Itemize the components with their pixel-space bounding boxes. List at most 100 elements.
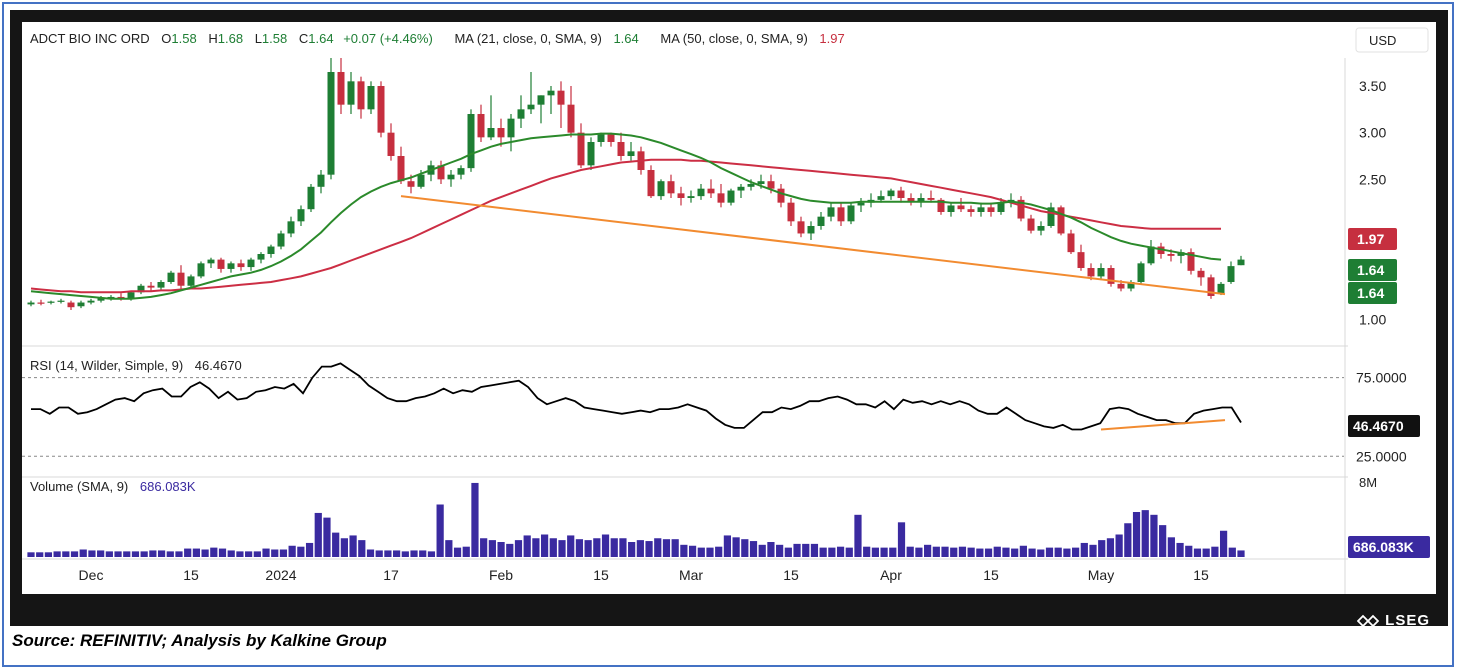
candle-body bbox=[507, 118, 515, 138]
time-tick-label: Apr bbox=[880, 567, 902, 583]
candle bbox=[357, 76, 365, 119]
candle bbox=[197, 261, 205, 279]
volume-bar bbox=[941, 546, 949, 557]
candle-body bbox=[527, 104, 535, 110]
candle bbox=[1237, 255, 1245, 266]
volume-bar bbox=[271, 549, 279, 557]
price-pane[interactable] bbox=[27, 58, 1245, 310]
candle-body bbox=[397, 156, 405, 182]
volume-bar bbox=[915, 547, 923, 557]
candle-body bbox=[547, 90, 555, 96]
volume-bar bbox=[471, 482, 479, 557]
candle bbox=[167, 270, 175, 284]
time-tick-label: 2024 bbox=[265, 567, 296, 583]
candle-body bbox=[47, 301, 55, 303]
volume-bar bbox=[210, 547, 218, 557]
currency-button[interactable] bbox=[1355, 27, 1429, 53]
legend-close-label: C bbox=[299, 31, 308, 46]
legend-low-value: 1.58 bbox=[262, 31, 287, 46]
candle bbox=[687, 190, 695, 203]
volume-bar bbox=[1089, 544, 1097, 557]
candle-body bbox=[127, 292, 135, 299]
grid-layer bbox=[22, 58, 1348, 594]
candle bbox=[667, 174, 675, 198]
ma21-line bbox=[30, 132, 1222, 300]
volume-bar bbox=[184, 548, 192, 557]
candle-body bbox=[1087, 268, 1095, 277]
candle-body bbox=[1187, 252, 1195, 271]
candle-body bbox=[587, 142, 595, 166]
candle bbox=[737, 184, 745, 198]
volume-bar bbox=[1080, 542, 1088, 557]
volume-bar bbox=[288, 545, 296, 557]
volume-bar bbox=[810, 543, 819, 557]
volume-bar bbox=[427, 551, 436, 557]
volume-bar bbox=[1019, 545, 1027, 557]
candle-body bbox=[1207, 277, 1215, 296]
volume-bar bbox=[863, 546, 871, 557]
candle-body bbox=[1227, 266, 1235, 282]
volume-bar bbox=[828, 547, 836, 557]
lseg-brand: LSEG bbox=[1357, 612, 1430, 629]
candle-body bbox=[967, 209, 975, 212]
candle-body bbox=[747, 184, 755, 187]
candle-body bbox=[947, 205, 955, 212]
candle-body bbox=[247, 259, 255, 268]
volume-bar bbox=[1054, 547, 1062, 557]
legend-symbol: ADCT BIO INC ORD bbox=[30, 31, 150, 46]
chart-area[interactable]: ADCT BIO INC ORD O1.58 H1.68 L1.58 C1.64… bbox=[22, 22, 1436, 594]
candle-body bbox=[787, 202, 795, 222]
volume-bar bbox=[1228, 547, 1236, 557]
candle-body bbox=[1217, 283, 1225, 294]
volume-bar bbox=[305, 542, 314, 557]
candle-body bbox=[37, 302, 45, 304]
volume-bar bbox=[784, 547, 792, 557]
candle-body bbox=[137, 285, 145, 293]
candle bbox=[507, 114, 515, 152]
candle-body bbox=[1117, 283, 1125, 289]
candle-body bbox=[287, 221, 295, 234]
axis-layer: 1.00 2.50 3.00 3.50 25.0000 75.0000 8M Dec 15 202… bbox=[79, 78, 1407, 583]
time-tick-label: 15 bbox=[593, 567, 609, 583]
candle-body bbox=[1237, 259, 1245, 266]
volume-bar bbox=[1011, 548, 1019, 557]
candle-body bbox=[297, 209, 305, 222]
volume-bar bbox=[514, 540, 523, 557]
candle-body bbox=[357, 81, 365, 110]
rsi-pane[interactable] bbox=[31, 362, 1242, 431]
candle bbox=[907, 193, 915, 206]
volume-bar bbox=[453, 547, 462, 557]
candle bbox=[457, 165, 465, 180]
price-tick-label: 1.00 bbox=[1359, 311, 1386, 327]
candle-body bbox=[1097, 268, 1105, 277]
candle-body bbox=[687, 196, 695, 198]
volume-bar bbox=[218, 548, 227, 557]
volume-tick-label: 8M bbox=[1359, 475, 1377, 490]
volume-bar bbox=[1132, 512, 1141, 557]
candle-body bbox=[807, 226, 815, 234]
chart-svg[interactable]: ADCT BIO INC ORD O1.58 H1.68 L1.58 C1.64… bbox=[22, 22, 1436, 594]
candle-body bbox=[1027, 218, 1035, 231]
volume-bar bbox=[53, 551, 61, 557]
volume-bar bbox=[793, 543, 801, 557]
volume-bar bbox=[340, 538, 348, 557]
candle bbox=[947, 202, 955, 217]
volume-bar bbox=[671, 539, 679, 557]
time-tick-label: Mar bbox=[679, 567, 703, 583]
candle-body bbox=[107, 296, 115, 299]
candle-body bbox=[67, 302, 75, 308]
candle-body bbox=[857, 202, 865, 206]
candle bbox=[497, 118, 505, 147]
candle bbox=[547, 86, 555, 114]
volume-pane[interactable] bbox=[27, 482, 1245, 557]
candle bbox=[237, 259, 245, 271]
volume-bar bbox=[1219, 530, 1228, 557]
candle bbox=[717, 184, 725, 208]
time-tick-label: 17 bbox=[383, 567, 399, 583]
candle bbox=[257, 252, 265, 264]
candle bbox=[157, 280, 165, 290]
volume-bar bbox=[758, 544, 766, 557]
candle-body bbox=[1017, 199, 1025, 219]
candle bbox=[707, 179, 715, 198]
candle bbox=[607, 132, 615, 147]
